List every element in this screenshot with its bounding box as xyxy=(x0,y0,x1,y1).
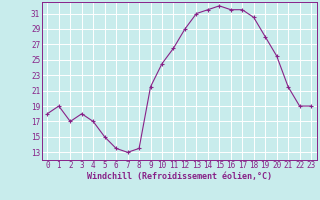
X-axis label: Windchill (Refroidissement éolien,°C): Windchill (Refroidissement éolien,°C) xyxy=(87,172,272,181)
